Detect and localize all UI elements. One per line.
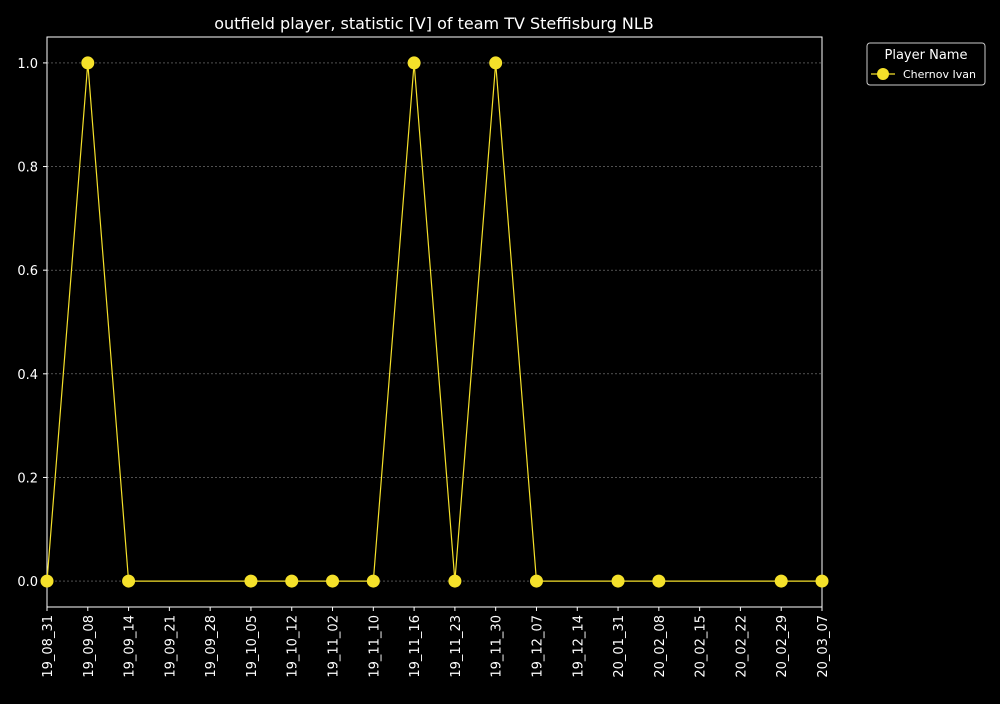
- y-tick-label: 0.2: [17, 471, 38, 486]
- y-tick-label: 1.0: [17, 57, 38, 72]
- data-point: [774, 574, 788, 588]
- data-point: [652, 574, 666, 588]
- data-point: [529, 574, 543, 588]
- data-point: [366, 574, 380, 588]
- x-tick-label: 19_11_23: [449, 615, 464, 678]
- data-point: [122, 574, 136, 588]
- chart-title: outfield player, statistic [V] of team T…: [214, 14, 654, 33]
- y-tick-label: 0.8: [17, 161, 38, 176]
- data-point: [81, 56, 95, 70]
- x-tick-label: 19_12_14: [571, 615, 586, 678]
- data-point: [407, 56, 421, 70]
- series-layer: [40, 56, 829, 588]
- x-tick-label: 19_09_08: [82, 615, 97, 678]
- data-point: [448, 574, 462, 588]
- x-tick-label: 19_11_16: [408, 615, 423, 678]
- data-point: [244, 574, 258, 588]
- data-point: [326, 574, 340, 588]
- x-tick-label: 20_02_22: [734, 615, 749, 678]
- x-tick-label: 20_02_29: [775, 615, 790, 678]
- y-tick-label: 0.0: [17, 575, 38, 590]
- y-tick-label: 0.6: [17, 264, 38, 279]
- x-tick-label: 19_11_30: [490, 615, 505, 678]
- x-tick-label: 19_09_21: [163, 615, 178, 678]
- x-tick-label: 20_01_31: [612, 615, 627, 678]
- data-point: [489, 56, 503, 70]
- legend-title: Player Name: [885, 48, 968, 63]
- legend-series-marker: [877, 68, 889, 80]
- x-tick-label: 19_11_02: [327, 615, 342, 678]
- x-tick-label: 19_09_28: [204, 615, 219, 678]
- x-tick-label: 19_12_07: [530, 615, 545, 678]
- series-line: [46, 62, 822, 582]
- plot-area-frame: [46, 36, 823, 608]
- x-tick-label: 20_03_07: [816, 615, 831, 678]
- x-tick-label: 19_10_12: [286, 615, 301, 678]
- data-point: [285, 574, 299, 588]
- legend-series-label: Chernov Ivan: [903, 68, 976, 81]
- legend: Player Name Chernov Ivan: [866, 42, 986, 86]
- legend-box: [866, 42, 986, 86]
- data-point: [611, 574, 625, 588]
- x-tick-label: 19_11_10: [367, 615, 382, 678]
- y-axis: 0.0 0.2 0.4 0.6 0.8 1.0: [17, 57, 47, 590]
- x-axis: 19_08_31 19_09_08 19_09_14 19_09_21 19_09_28…: [41, 607, 831, 678]
- x-tick-label: 20_02_15: [694, 615, 709, 678]
- x-tick-label: 19_09_14: [123, 615, 138, 678]
- x-tick-label: 19_08_31: [41, 615, 56, 678]
- x-tick-label: 20_02_08: [653, 615, 668, 678]
- data-point: [40, 574, 54, 588]
- x-tick-label: 19_10_05: [245, 615, 260, 678]
- y-tick-label: 0.4: [17, 368, 38, 383]
- data-point: [815, 574, 829, 588]
